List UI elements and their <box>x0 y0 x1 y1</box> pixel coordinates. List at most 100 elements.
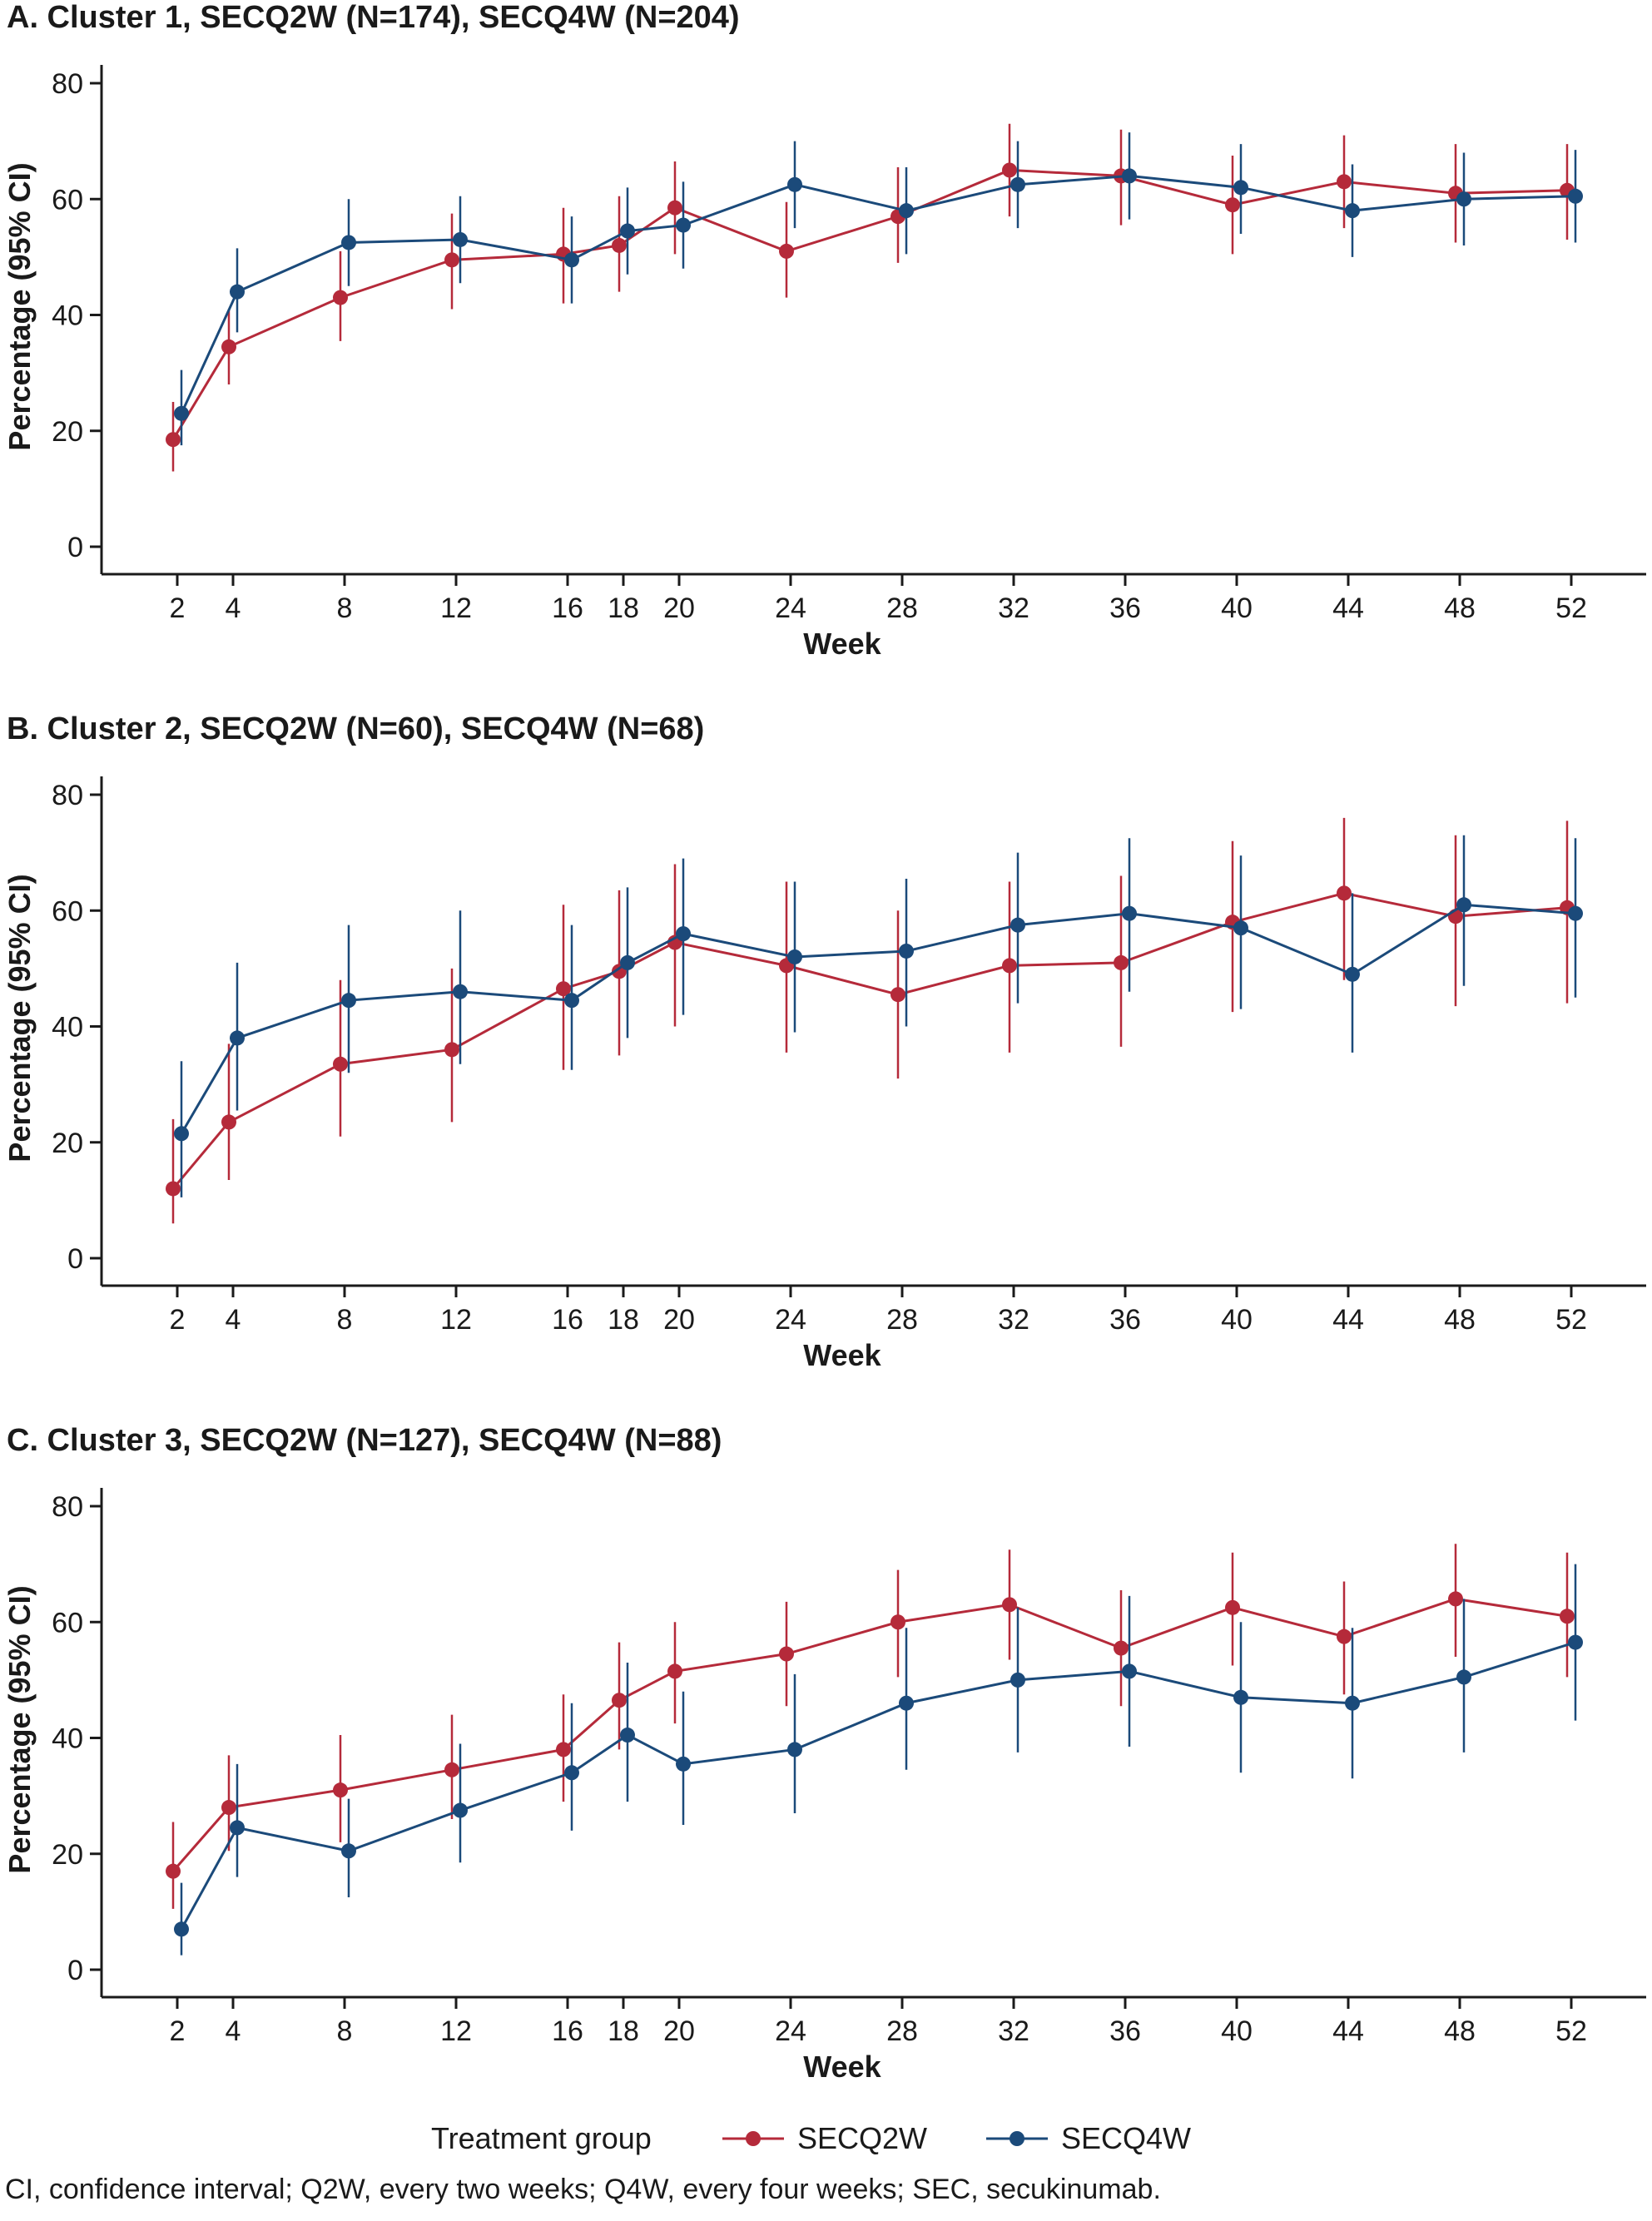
x-tick-label: 16 <box>552 2015 583 2047</box>
data-point-secq2w <box>1002 1597 1017 1613</box>
x-tick-label: 4 <box>226 592 241 624</box>
data-point-secq4w <box>230 284 245 300</box>
y-tick-label: 20 <box>52 416 83 448</box>
series-secq4w <box>174 1564 1583 1956</box>
x-tick-label: 8 <box>337 2015 353 2047</box>
data-point-secq4w <box>341 1843 356 1859</box>
data-point-secq4w <box>174 1921 189 1937</box>
y-tick-label: 0 <box>67 1243 83 1275</box>
data-point-secq2w <box>221 1114 236 1130</box>
series-secq4w <box>174 835 1583 1197</box>
data-point-secq2w <box>1337 885 1352 901</box>
x-tick-label: 36 <box>1109 1304 1141 1336</box>
series-secq2w <box>166 1544 1575 1909</box>
x-tick-label: 16 <box>552 592 583 624</box>
x-axis-title: Week <box>803 1338 881 1372</box>
x-tick-label: 52 <box>1555 592 1587 624</box>
data-point-secq4w <box>1010 917 1025 933</box>
series-line-secq2w <box>171 891 1568 1190</box>
data-point-secq4w <box>1233 920 1248 936</box>
x-tick-label: 8 <box>337 1304 353 1336</box>
chart-title-c: C. Cluster 3, SECQ2W (N=127), SECQ4W (N=… <box>7 1423 722 1458</box>
x-tick-label: 40 <box>1221 1304 1253 1336</box>
data-point-secq4w <box>1456 897 1471 913</box>
y-tick-label: 80 <box>52 1491 83 1523</box>
data-point-secq4w <box>453 1802 468 1818</box>
series-secq4w <box>174 132 1583 446</box>
data-point-secq4w <box>1456 1669 1471 1685</box>
y-tick-label: 80 <box>52 68 83 100</box>
footnote: CI, confidence interval; Q2W, every two … <box>5 2174 1161 2205</box>
data-point-secq4w <box>899 203 914 219</box>
data-point-secq4w <box>341 235 356 250</box>
data-point-secq4w <box>787 176 802 192</box>
chart-panel-a: A. Cluster 1, SECQ2W (N=174), SECQ4W (N=… <box>0 0 1652 674</box>
data-point-secq2w <box>1002 162 1017 178</box>
data-point-secq2w <box>444 1762 459 1777</box>
legend-marker-secq2w <box>746 2131 761 2146</box>
data-point-secq4w <box>453 231 468 247</box>
x-tick-label: 12 <box>440 2015 472 2047</box>
data-point-secq2w <box>890 987 905 1003</box>
data-point-secq4w <box>1568 188 1583 204</box>
data-point-secq2w <box>444 1042 459 1058</box>
y-axis-title: Percentage (95% CI) <box>2 1585 37 1873</box>
series-line-secq4w <box>180 903 1576 1135</box>
y-tick-label: 20 <box>52 1839 83 1871</box>
data-point-secq2w <box>1225 1599 1240 1615</box>
data-point-secq2w <box>1002 958 1017 974</box>
data-point-secq4w <box>1122 1663 1137 1679</box>
y-tick-label: 40 <box>52 1723 83 1755</box>
x-tick-label: 40 <box>1221 2015 1253 2047</box>
data-point-secq2w <box>333 1782 348 1798</box>
data-point-secq4w <box>787 949 802 964</box>
series-line-secq2w <box>171 1597 1568 1872</box>
data-point-secq4w <box>564 1765 579 1781</box>
x-tick-label: 24 <box>775 592 806 624</box>
data-point-secq4w <box>620 223 635 239</box>
data-point-secq4w <box>676 1756 691 1772</box>
x-tick-label: 52 <box>1555 2015 1587 2047</box>
data-point-secq2w <box>221 339 236 354</box>
x-axis-title: Week <box>803 2050 881 2084</box>
x-tick-label: 18 <box>608 2015 639 2047</box>
x-tick-label: 32 <box>998 592 1029 624</box>
data-point-secq2w <box>667 1663 682 1679</box>
data-point-secq2w <box>221 1800 236 1816</box>
data-point-secq2w <box>166 432 181 448</box>
series-line-secq4w <box>180 174 1576 414</box>
data-point-secq2w <box>667 200 682 216</box>
x-tick-label: 18 <box>608 1304 639 1336</box>
chart-title-a: A. Cluster 1, SECQ2W (N=174), SECQ4W (N=… <box>7 0 740 35</box>
data-point-secq4w <box>899 943 914 959</box>
x-tick-label: 4 <box>226 1304 241 1336</box>
data-point-secq2w <box>779 1646 794 1662</box>
x-tick-label: 20 <box>663 1304 695 1336</box>
data-point-secq4w <box>1345 203 1360 219</box>
chart-panel-c: C. Cluster 3, SECQ2W (N=127), SECQ4W (N=… <box>0 1423 1652 2097</box>
legend-title: Treatment group <box>431 2121 652 2155</box>
data-point-secq4w <box>1345 966 1360 982</box>
chart-title-b: B. Cluster 2, SECQ2W (N=60), SECQ4W (N=6… <box>7 711 705 746</box>
data-point-secq2w <box>166 1181 181 1197</box>
data-point-secq2w <box>612 237 627 253</box>
y-axis-title: Percentage (95% CI) <box>2 162 37 450</box>
data-point-secq2w <box>1337 1629 1352 1644</box>
data-point-secq2w <box>333 290 348 305</box>
data-point-secq4w <box>620 1728 635 1743</box>
data-point-secq2w <box>556 1742 571 1757</box>
x-tick-label: 48 <box>1444 1304 1476 1336</box>
x-tick-label: 20 <box>663 592 695 624</box>
x-tick-label: 12 <box>440 592 472 624</box>
x-tick-label: 36 <box>1109 592 1141 624</box>
data-point-secq4w <box>620 954 635 970</box>
data-point-secq4w <box>230 1820 245 1836</box>
data-point-secq2w <box>166 1863 181 1879</box>
legend-item-secq4w: SECQ4W <box>986 2121 1191 2155</box>
legend-marker-secq4w <box>1010 2131 1024 2146</box>
data-point-secq4w <box>1010 1672 1025 1688</box>
y-axis-title: Percentage (95% CI) <box>2 874 37 1162</box>
